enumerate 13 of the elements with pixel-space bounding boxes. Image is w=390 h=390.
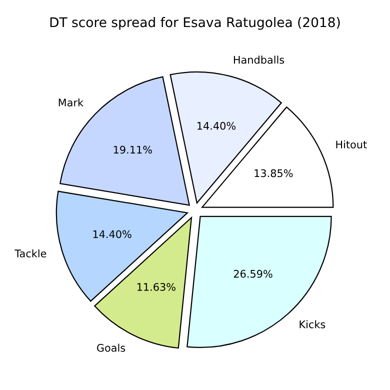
data-label: 26.59% xyxy=(234,270,272,278)
slice-label: Tackle xyxy=(14,249,46,258)
slice-label: Goals xyxy=(97,344,126,352)
chart-title: DT score spread for Esava Ratugolea (2018) xyxy=(50,17,340,30)
slice-label: Kicks xyxy=(300,320,326,328)
slice-label: Hitout xyxy=(336,140,367,148)
data-label: 14.40% xyxy=(198,122,236,130)
slice-label: Handballs xyxy=(234,56,284,64)
data-label: 19.11% xyxy=(114,146,152,154)
data-label: 14.40% xyxy=(93,230,132,238)
data-label: 11.63% xyxy=(137,283,176,291)
data-label: 13.85% xyxy=(254,169,293,178)
slice-label: Mark xyxy=(58,98,84,106)
